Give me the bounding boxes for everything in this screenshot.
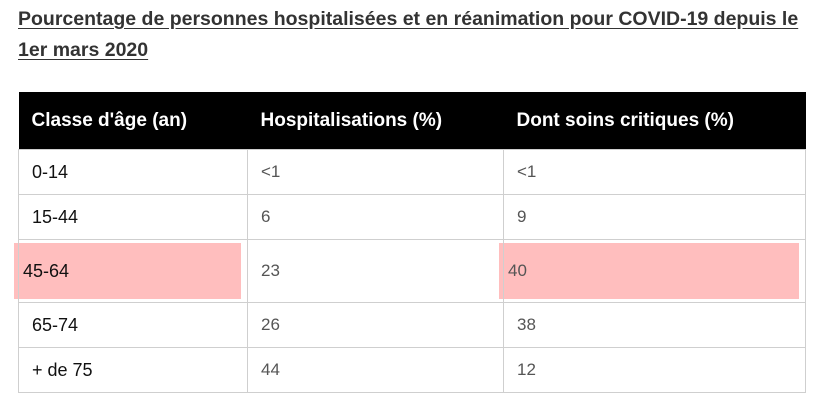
highlight-marker: 45-64 [14, 243, 241, 299]
cell-age: 65-74 [18, 302, 248, 348]
cell-hospitalisations: 23 [247, 239, 504, 303]
cell-hospitalisations: 6 [247, 194, 504, 240]
cell-critical-care: 12 [503, 347, 806, 393]
cell-age-text: 45-64 [23, 260, 70, 281]
cell-age: 15-44 [18, 194, 248, 240]
column-header-hospitalisations: Hospitalisations (%) [247, 92, 504, 150]
table-row: 65-74 26 38 [18, 302, 806, 348]
table-row: 0-14 <1 <1 [18, 149, 806, 195]
cell-age-highlighted: 45-64 [14, 239, 248, 303]
cell-critical-care: <1 [503, 149, 806, 195]
column-header-age: Classe d'âge (an) [18, 92, 248, 150]
table-row-highlighted: 45-64 23 40 [14, 239, 806, 303]
cell-age: + de 75 [18, 347, 248, 393]
cell-critical-care: 38 [503, 302, 806, 348]
table-header-row: Classe d'âge (an) Hospitalisations (%) D… [18, 92, 806, 150]
page-title: Pourcentage de personnes hospitalisées e… [18, 8, 799, 61]
cell-critical-care-highlighted: 40 [499, 239, 806, 303]
cell-hospitalisations: 26 [247, 302, 504, 348]
data-table: Classe d'âge (an) Hospitalisations (%) D… [14, 92, 806, 393]
cell-age: 0-14 [18, 149, 248, 195]
column-header-critical-care: Dont soins critiques (%) [503, 92, 806, 150]
table-row: 15-44 6 9 [18, 194, 806, 240]
highlight-marker: 40 [499, 243, 799, 299]
cell-critical-care: 9 [503, 194, 806, 240]
cell-hospitalisations: <1 [247, 149, 504, 195]
table-row: + de 75 44 12 [18, 347, 806, 393]
cell-critical-care-text: 40 [508, 261, 527, 280]
cell-hospitalisations: 44 [247, 347, 504, 393]
